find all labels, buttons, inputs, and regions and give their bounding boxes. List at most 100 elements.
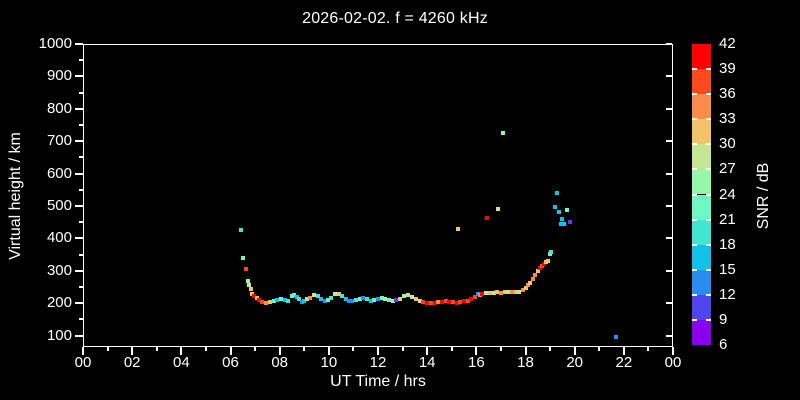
x-axis-tick-label: 22 <box>615 354 633 371</box>
data-point <box>398 296 403 301</box>
y-axis-minor-tick <box>79 124 83 127</box>
x-axis-tick-label: 02 <box>123 354 141 371</box>
y-axis-right-tick <box>666 302 672 305</box>
data-point <box>294 294 299 299</box>
data-point <box>491 290 496 295</box>
data-point <box>332 292 337 297</box>
data-point <box>292 292 297 297</box>
y-axis-major-tick <box>75 334 83 337</box>
data-point <box>560 216 565 221</box>
data-point <box>323 298 328 303</box>
data-point <box>308 296 313 301</box>
data-point <box>554 191 559 196</box>
y-axis-tick-label: 400 <box>46 229 72 247</box>
x-axis-major-tick <box>229 347 232 355</box>
colorbar-boundary-tick <box>706 193 711 196</box>
colorbar-segment <box>692 319 711 345</box>
data-point <box>484 291 489 296</box>
colorbar-segment <box>692 294 711 320</box>
data-point <box>353 298 358 303</box>
colorbar-boundary-tick <box>692 218 697 221</box>
colorbar-segment <box>692 94 711 120</box>
colorbar-boundary-tick <box>692 168 697 171</box>
y-axis-major-tick <box>75 302 83 305</box>
y-axis-minor-tick <box>79 188 83 191</box>
colorbar-boundary-tick <box>692 268 697 271</box>
data-point <box>289 294 294 299</box>
data-point <box>336 291 341 296</box>
data-point <box>447 299 452 304</box>
data-point <box>562 222 567 227</box>
colorbar-label: SNR / dB <box>755 162 772 230</box>
colorbar-segment <box>692 69 711 95</box>
colorbar-segment <box>692 144 711 170</box>
colorbar-tick-label: 9 <box>719 310 728 328</box>
x-axis-major-tick <box>524 347 527 355</box>
x-axis-minor-tick <box>647 347 650 351</box>
colorbar-tick-label: 33 <box>719 110 736 128</box>
data-point <box>523 286 528 291</box>
data-point <box>372 298 377 302</box>
y-axis-major-tick <box>75 107 83 110</box>
x-axis-tick-label: 04 <box>172 354 190 371</box>
data-point <box>487 290 492 295</box>
data-point <box>250 291 255 296</box>
data-point <box>538 266 543 271</box>
y-axis-right-tick <box>666 205 672 208</box>
x-axis-label: UT Time / hrs <box>330 373 426 390</box>
data-point <box>549 250 554 255</box>
y-axis-tick-label: 800 <box>46 99 72 117</box>
x-axis-minor-tick <box>549 347 552 351</box>
colorbar-boundary-tick <box>706 268 711 271</box>
x-axis-tick-label: 14 <box>418 354 436 371</box>
data-point <box>475 291 480 296</box>
data-point <box>450 300 455 305</box>
colorbar-boundary-tick <box>706 318 711 321</box>
x-axis-major-tick <box>426 347 429 355</box>
data-point <box>613 335 618 340</box>
colorbar-tick-label: 12 <box>719 285 736 303</box>
x-axis-major-tick <box>475 347 478 355</box>
y-axis-minor-tick <box>79 221 83 224</box>
data-point <box>282 297 287 302</box>
y-axis-tick-label: 1000 <box>38 35 72 52</box>
data-point <box>260 299 265 304</box>
colorbar-boundary-tick <box>706 93 711 96</box>
colorbar-tick-label: 24 <box>719 185 736 203</box>
data-point <box>376 297 380 302</box>
y-axis-tick-label: 300 <box>46 261 72 279</box>
data-point <box>346 298 351 303</box>
colorbar-boundary-tick <box>692 143 697 146</box>
y-axis-right-tick <box>666 172 672 175</box>
chart-title: 2026-02-02. f = 4260 kHz <box>302 10 488 27</box>
colorbar-tick-label: 18 <box>719 235 736 253</box>
colorbar-tick-label: 6 <box>719 336 728 353</box>
x-axis-minor-tick <box>450 347 453 351</box>
data-point <box>240 255 245 260</box>
x-axis-tick-label: 10 <box>320 354 338 371</box>
data-point <box>344 296 349 301</box>
y-axis-tick-label: 500 <box>46 197 72 215</box>
y-axis-tick-label: 600 <box>46 164 72 182</box>
x-axis-minor-tick <box>499 347 502 351</box>
data-point <box>312 292 317 297</box>
data-point <box>546 258 551 263</box>
data-point <box>567 220 572 225</box>
x-axis-major-tick <box>82 347 84 355</box>
x-axis-tick-label: 16 <box>467 354 485 371</box>
x-axis-tick-label: 20 <box>566 354 583 371</box>
colorbar-boundary-tick <box>706 168 711 171</box>
y-axis-right-tick <box>666 107 672 110</box>
x-axis-tick-label: 18 <box>517 354 534 371</box>
colorbar-tick-label: 21 <box>719 210 736 228</box>
data-point <box>278 297 283 302</box>
data-point <box>421 299 426 304</box>
data-point <box>530 276 535 281</box>
data-point <box>302 298 307 303</box>
data-point <box>243 266 248 271</box>
x-axis-minor-tick <box>352 347 355 351</box>
data-point <box>509 289 514 294</box>
x-axis-major-tick <box>672 347 674 355</box>
data-point <box>248 287 253 292</box>
x-axis-minor-tick <box>598 347 601 351</box>
